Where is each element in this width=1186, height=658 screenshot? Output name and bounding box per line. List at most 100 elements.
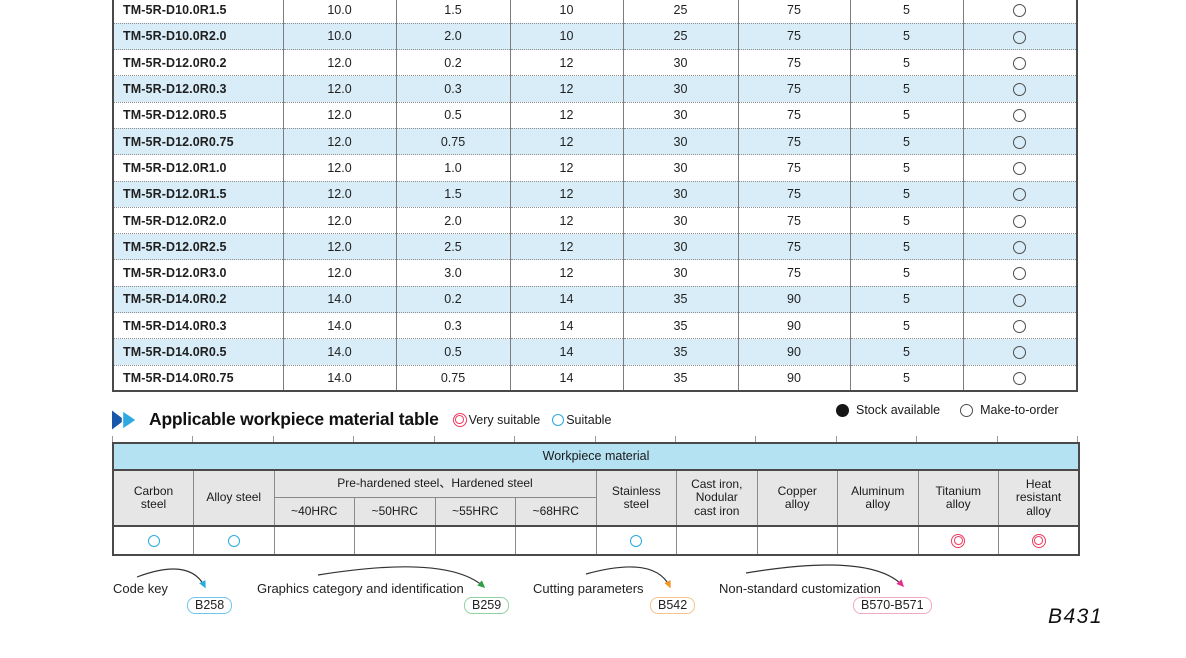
spec-value-cell: 14 bbox=[509, 285, 623, 313]
spec-value-cell: 12.0 bbox=[282, 127, 396, 155]
spec-value-cell: 35 bbox=[622, 338, 738, 366]
spec-value-cell: 12.0 bbox=[282, 259, 396, 287]
spec-value-cell: 35 bbox=[622, 364, 738, 392]
spec-value-cell: 2.5 bbox=[395, 233, 510, 260]
spec-value-cell: 30 bbox=[622, 233, 738, 260]
spec-row: TM-5R-D12.0R0.2 12.0 0.2 12 30 75 5 bbox=[113, 49, 1077, 76]
material-rating-cell bbox=[595, 525, 677, 556]
spec-value-cell: 1.0 bbox=[395, 154, 510, 182]
availability-cell bbox=[962, 206, 1077, 234]
spec-row: TM-5R-D14.0R0.3 14.0 0.3 14 35 90 5 bbox=[113, 312, 1077, 339]
tool-code-cell: TM-5R-D14.0R0.3 bbox=[113, 312, 283, 339]
suitability-legend-item: Very suitable bbox=[452, 412, 540, 427]
spec-value-cell: 75 bbox=[737, 127, 850, 155]
spec-value-cell: 14.0 bbox=[282, 364, 396, 392]
material-group-header: Pre-hardened steel、Hardened steel bbox=[273, 469, 597, 498]
tool-code-cell: TM-5R-D12.0R2.5 bbox=[113, 233, 283, 260]
material-rating-cell bbox=[112, 525, 194, 556]
spec-value-cell: 10.0 bbox=[282, 22, 396, 50]
stock-legend-item: Stock available bbox=[836, 403, 940, 417]
spec-value-cell: 30 bbox=[622, 154, 738, 182]
availability-cell bbox=[962, 338, 1077, 366]
make-to-order-icon bbox=[1013, 214, 1027, 228]
availability-cell bbox=[962, 259, 1077, 287]
material-subcolumn-header: ~55HRC bbox=[434, 496, 516, 527]
spec-value-cell: 12 bbox=[509, 233, 623, 260]
spec-value-cell: 12.0 bbox=[282, 75, 396, 103]
tool-code-cell: TM-5R-D12.0R0.3 bbox=[113, 75, 283, 103]
spec-value-cell: 30 bbox=[622, 49, 738, 76]
very-suitable-icon bbox=[452, 412, 467, 427]
material-rating-cell bbox=[354, 525, 436, 556]
material-rating-cell bbox=[998, 525, 1080, 556]
section-title: Applicable workpiece material table bbox=[149, 409, 439, 429]
spec-value-cell: 5 bbox=[849, 0, 963, 24]
spec-value-cell: 5 bbox=[849, 364, 963, 392]
material-column-header: Heat resistant alloy bbox=[998, 469, 1080, 527]
material-rating-cell bbox=[837, 525, 919, 556]
spec-value-cell: 5 bbox=[849, 127, 963, 155]
spec-value-cell: 75 bbox=[737, 259, 850, 287]
spec-value-cell: 0.5 bbox=[395, 101, 510, 129]
make-to-order-icon bbox=[1013, 346, 1027, 360]
spec-value-cell: 5 bbox=[849, 338, 963, 366]
spec-value-cell: 90 bbox=[737, 338, 850, 366]
availability-cell bbox=[962, 0, 1077, 24]
spec-row: TM-5R-D10.0R1.5 10.0 1.5 10 25 75 5 bbox=[113, 0, 1077, 24]
spec-value-cell: 30 bbox=[622, 101, 738, 129]
availability-cell bbox=[962, 101, 1077, 129]
reference-label: Graphics category and identification bbox=[257, 581, 464, 596]
tool-code-cell: TM-5R-D12.0R1.0 bbox=[113, 154, 283, 182]
spec-value-cell: 10 bbox=[509, 0, 623, 24]
spec-row: TM-5R-D12.0R0.5 12.0 0.5 12 30 75 5 bbox=[113, 101, 1077, 129]
suitable-icon bbox=[147, 534, 160, 547]
spec-value-cell: 5 bbox=[849, 233, 963, 260]
reference-badge[interactable]: B542 bbox=[650, 597, 696, 614]
spec-value-cell: 75 bbox=[737, 0, 850, 24]
spec-value-cell: 12 bbox=[509, 154, 623, 182]
spec-value-cell: 75 bbox=[737, 206, 850, 234]
material-table-body: Workpiece material Carbon steel Alloy stee… bbox=[112, 442, 1080, 556]
spec-row: TM-5R-D12.0R0.75 12.0 0.75 12 30 75 5 bbox=[113, 127, 1077, 155]
material-rating-cell bbox=[676, 525, 758, 556]
availability-cell bbox=[962, 364, 1077, 392]
spec-value-cell: 90 bbox=[737, 364, 850, 392]
spec-value-cell: 14.0 bbox=[282, 338, 396, 366]
availability-cell bbox=[962, 127, 1077, 155]
reference-badge[interactable]: B570-B571 bbox=[853, 597, 932, 614]
spec-value-cell: 5 bbox=[849, 206, 963, 234]
spec-value-cell: 30 bbox=[622, 180, 738, 208]
reference-badge[interactable]: B258 bbox=[187, 597, 233, 614]
make-to-order-icon bbox=[1013, 188, 1027, 202]
spec-value-cell: 5 bbox=[849, 259, 963, 287]
spec-value-cell: 0.3 bbox=[395, 75, 510, 103]
reference-label: Non-standard customization bbox=[719, 581, 881, 596]
spec-row: TM-5R-D14.0R0.75 14.0 0.75 14 35 90 5 bbox=[113, 364, 1077, 392]
tool-code-cell: TM-5R-D12.0R0.75 bbox=[113, 127, 283, 155]
availability-cell bbox=[962, 233, 1077, 260]
suitable-icon bbox=[630, 534, 643, 547]
spec-row: TM-5R-D12.0R1.5 12.0 1.5 12 30 75 5 bbox=[113, 180, 1077, 208]
spec-value-cell: 90 bbox=[737, 285, 850, 313]
spec-value-cell: 25 bbox=[622, 0, 738, 24]
material-rating-cell bbox=[193, 525, 275, 556]
reference-badge[interactable]: B259 bbox=[464, 597, 510, 614]
tool-code-cell: TM-5R-D10.0R2.0 bbox=[113, 22, 283, 50]
spec-value-cell: 12 bbox=[509, 101, 623, 129]
spec-value-cell: 12.0 bbox=[282, 180, 396, 208]
make-to-order-icon bbox=[1013, 162, 1027, 176]
tool-code-cell: TM-5R-D10.0R1.5 bbox=[123, 2, 227, 17]
tool-code-cell: TM-5R-D12.0R0.5 bbox=[113, 101, 283, 129]
spec-value-cell: 0.3 bbox=[395, 312, 510, 339]
availability-cell bbox=[962, 49, 1077, 76]
spec-value-cell: 35 bbox=[622, 312, 738, 339]
spec-row: TM-5R-D12.0R1.0 12.0 1.0 12 30 75 5 bbox=[113, 154, 1077, 182]
tool-code-cell: TM-5R-D12.0R2.0 bbox=[113, 206, 283, 234]
spec-value-cell: 30 bbox=[622, 259, 738, 287]
spec-value-cell: 12.0 bbox=[282, 233, 396, 260]
material-column-header: Stainless steel bbox=[595, 469, 677, 527]
spec-row: TM-5R-D14.0R0.2 14.0 0.2 14 35 90 5 bbox=[113, 285, 1077, 313]
stock-legend: Stock available Make-to-order bbox=[836, 403, 1059, 417]
spec-value-cell: 75 bbox=[737, 75, 850, 103]
stock-icon bbox=[836, 403, 849, 417]
